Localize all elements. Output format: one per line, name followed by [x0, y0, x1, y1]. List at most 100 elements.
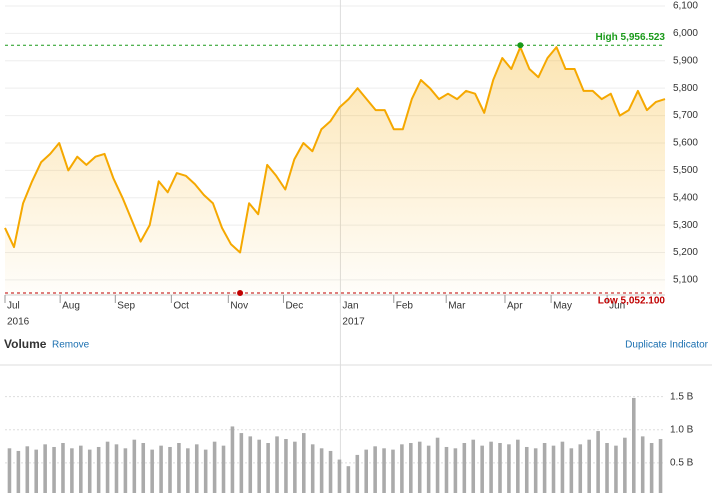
volume-bar	[355, 454, 360, 493]
volume-bar	[587, 439, 591, 493]
volume-bar	[302, 433, 306, 493]
volume-title: Volume	[4, 337, 47, 351]
volume-bar	[177, 443, 181, 493]
x-tick-label: Apr	[507, 301, 523, 312]
low-marker	[237, 290, 244, 297]
volume-bar	[337, 459, 342, 493]
volume-bar	[346, 466, 351, 493]
volume-bar	[79, 445, 83, 493]
volume-bar	[16, 450, 21, 493]
volume-bar	[596, 431, 600, 493]
volume-bar	[444, 446, 449, 493]
x-tick-label: Nov	[230, 301, 248, 312]
volume-bar	[52, 446, 56, 493]
volume-bar	[266, 443, 270, 493]
volume-bar	[25, 446, 30, 493]
y-tick-label: 6,100	[673, 1, 698, 12]
y-tick-label: 6,000	[673, 28, 698, 39]
y-tick-label: 5,700	[673, 110, 698, 121]
volume-bar	[649, 443, 654, 493]
duplicate-link[interactable]: Duplicate Indicator	[625, 340, 708, 351]
volume-bar	[70, 448, 74, 493]
x-tick-label: Jan	[342, 301, 358, 312]
volume-bar	[123, 448, 128, 493]
volume-bar	[542, 443, 547, 493]
volume-bar	[551, 445, 556, 493]
volume-bar	[373, 446, 377, 493]
volume-bar	[194, 444, 199, 493]
volume-bar	[186, 448, 190, 493]
volume-bar	[605, 443, 609, 493]
volume-bar	[524, 446, 529, 493]
y-tick-label: 0.5 B	[670, 458, 694, 469]
y-tick-label: 5,300	[673, 220, 698, 231]
y-tick-label: 1.0 B	[670, 424, 694, 435]
volume-bar	[516, 439, 520, 493]
volume-bar	[471, 439, 476, 493]
volume-bar	[96, 446, 101, 493]
volume-bar	[391, 449, 395, 493]
volume-bar	[221, 445, 226, 493]
volume-bar	[435, 437, 440, 493]
high-marker	[517, 42, 524, 49]
low-label: Low 5,052.100	[598, 296, 666, 307]
volume-bar	[489, 441, 493, 493]
price-line	[4, 46, 666, 254]
volume-bar	[328, 450, 333, 493]
volume-bar	[141, 443, 146, 493]
volume-bar	[248, 436, 253, 493]
year-label: 2017	[342, 317, 365, 328]
volume-bar	[417, 441, 422, 493]
y-tick-label: 5,800	[673, 83, 698, 94]
y-tick-label: 5,400	[673, 192, 698, 203]
volume-bar	[364, 449, 368, 493]
volume-bar	[61, 443, 65, 493]
volume-bar	[230, 426, 235, 493]
volume-bar	[640, 436, 645, 493]
volume-bar	[658, 439, 663, 493]
y-tick-label: 5,200	[673, 247, 698, 258]
y-tick-label: 5,100	[673, 275, 698, 286]
area-fill	[5, 47, 665, 295]
volume-bar	[310, 444, 315, 493]
x-tick-label: Oct	[173, 301, 189, 312]
x-tick-label: Sep	[117, 301, 135, 312]
volume-bar	[453, 448, 458, 493]
volume-bar	[34, 449, 38, 493]
volume-bar	[43, 444, 47, 493]
volume-bar	[400, 444, 404, 493]
x-tick-label: Feb	[396, 301, 414, 312]
volume-bar	[132, 439, 137, 493]
volume-bar	[560, 441, 565, 493]
volume-bar	[462, 443, 467, 493]
volume-bar	[293, 441, 297, 493]
x-tick-label: Jun	[609, 301, 625, 312]
volume-bar	[105, 441, 110, 493]
volume-bar	[87, 449, 92, 493]
x-tick-label: Mar	[448, 301, 466, 312]
volume-bar	[257, 439, 261, 493]
x-tick-label: Dec	[285, 301, 303, 312]
volume-bar	[578, 444, 583, 493]
volume-bar	[569, 448, 574, 493]
volume-bar	[382, 448, 386, 493]
volume-bar	[480, 445, 484, 493]
volume-bar	[239, 433, 244, 493]
remove-link[interactable]: Remove	[52, 340, 90, 351]
x-tick-label: Aug	[62, 301, 80, 312]
volume-bar	[7, 448, 12, 493]
y-tick-label: 5,500	[673, 165, 698, 176]
volume-bar	[632, 397, 636, 493]
volume-bar	[203, 449, 208, 493]
volume-bar	[275, 436, 279, 493]
volume-bar	[114, 444, 119, 493]
volume-bar	[212, 441, 217, 493]
x-tick-label: May	[553, 301, 572, 312]
volume-bar	[533, 448, 538, 493]
volume-bar	[426, 445, 431, 493]
volume-bar	[507, 444, 511, 493]
y-tick-label: 1.5 B	[670, 391, 694, 402]
volume-bar	[284, 439, 288, 493]
volume-bar	[409, 443, 413, 493]
